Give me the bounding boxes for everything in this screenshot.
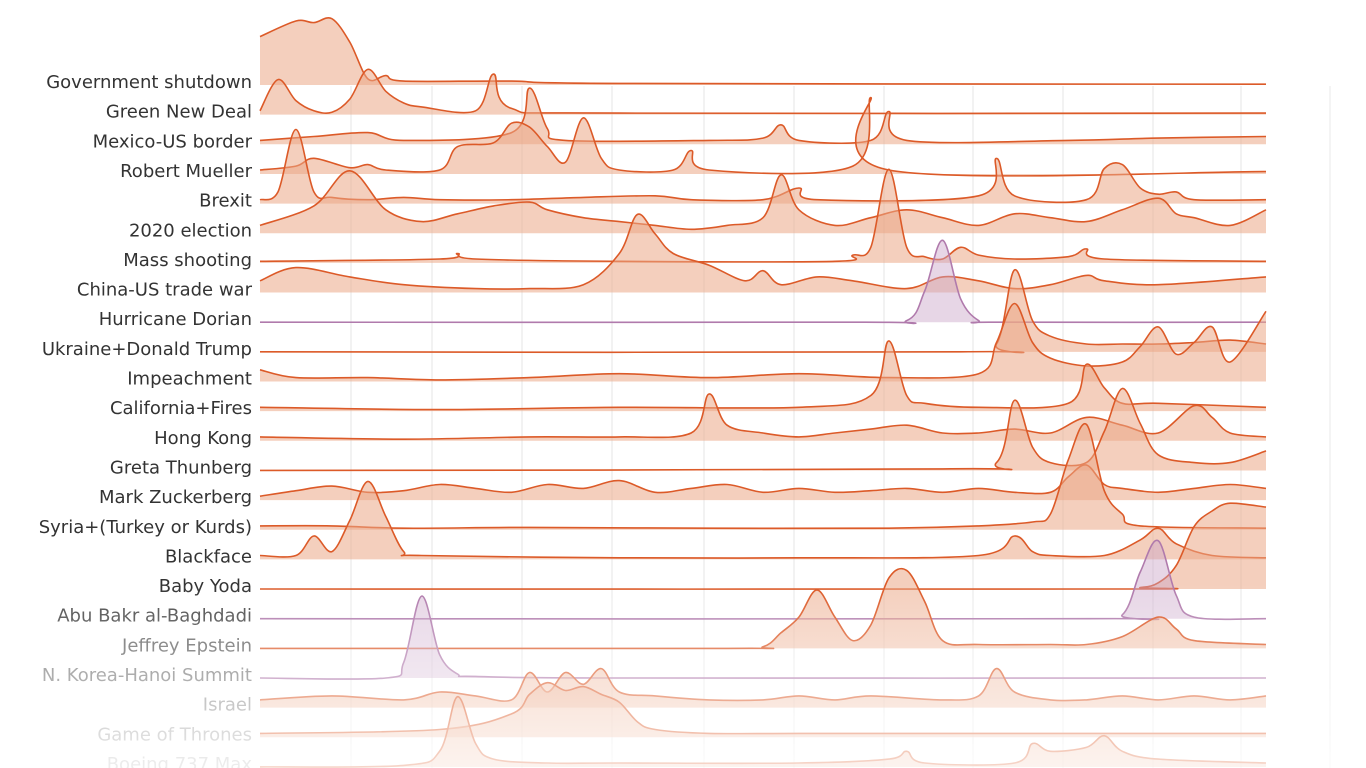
series-label: Abu Bakr al-Baghdadi (57, 606, 252, 627)
series-labels: Government shutdown Green New Deal Mexico-… (39, 72, 253, 768)
ridge-line (259, 17, 1267, 85)
ridge-area (260, 303, 1266, 382)
series-label: Mark Zuckerberg (99, 487, 252, 508)
series-label: California+Fires (110, 398, 252, 419)
series-label: Syria+(Turkey or Kurds) (39, 517, 252, 538)
series-label: Blackface (165, 546, 252, 567)
series-label: Hong Kong (154, 428, 252, 449)
series-label: Green New Deal (106, 102, 252, 123)
series-label: Greta Thunberg (110, 457, 252, 478)
ridge-area (260, 17, 1266, 85)
series-label: N. Korea-Hanoi Summit (42, 665, 252, 686)
series-label: Hurricane Dorian (99, 309, 252, 330)
ridge-line (259, 681, 1266, 735)
ridge-line (259, 87, 1267, 145)
series-label: Ukraine+Donald Trump (42, 339, 252, 360)
ridge-series (259, 17, 1267, 85)
series-label: Jeffrey Epstein (121, 635, 252, 656)
ridge-area (260, 69, 1266, 115)
series-label: Mexico-US border (93, 131, 253, 152)
series-label: China-US trade war (77, 280, 253, 301)
series-label: Baby Yoda (159, 576, 252, 597)
series-label: Government shutdown (46, 72, 252, 93)
ridge-series (259, 87, 1267, 145)
ridge-area (260, 682, 1266, 738)
series-label: Mass shooting (123, 250, 252, 271)
series-label: Robert Mueller (120, 161, 252, 182)
ridges (259, 17, 1267, 768)
ridge-series (259, 68, 1267, 115)
ridge-series (259, 387, 1267, 472)
series-label: 2020 election (129, 220, 252, 241)
ridge-area (260, 596, 1266, 680)
series-label: Boeing 737 Max (107, 754, 253, 768)
series-label: Game of Thrones (97, 724, 252, 745)
ridge-series (259, 302, 1267, 382)
ridge-area (260, 88, 1266, 145)
ridge-series (259, 681, 1266, 738)
ridge-series (259, 595, 1267, 680)
series-label: Brexit (199, 191, 252, 212)
series-label: Israel (203, 695, 252, 716)
series-label: Impeachment (127, 369, 252, 390)
